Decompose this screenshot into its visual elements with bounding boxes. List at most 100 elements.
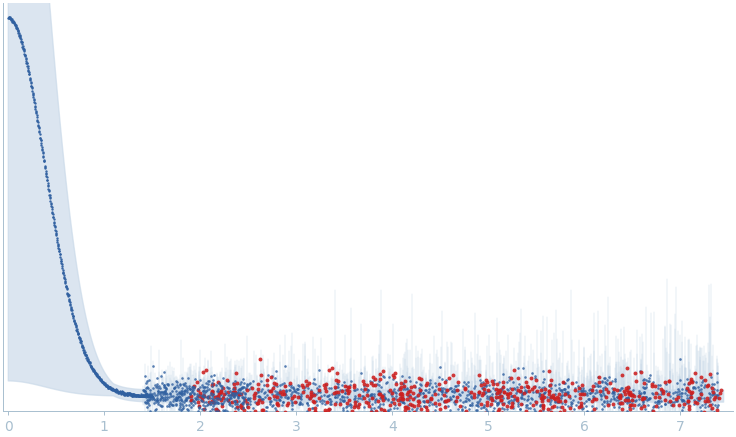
Point — [710, 394, 722, 401]
Point — [502, 398, 514, 405]
Point — [494, 392, 506, 399]
Point — [170, 396, 182, 403]
Point — [105, 385, 117, 392]
Point — [109, 387, 121, 394]
Point — [11, 24, 23, 31]
Point — [229, 404, 241, 411]
Point — [417, 397, 429, 404]
Point — [238, 400, 250, 407]
Point — [216, 394, 228, 401]
Point — [142, 392, 154, 399]
Point — [372, 403, 384, 410]
Point — [520, 408, 532, 415]
Point — [139, 388, 151, 395]
Point — [50, 229, 62, 236]
Point — [543, 391, 555, 398]
Point — [547, 392, 559, 399]
Point — [416, 409, 428, 416]
Point — [52, 244, 64, 251]
Point — [601, 380, 612, 387]
Point — [522, 384, 534, 391]
Point — [191, 396, 202, 403]
Point — [471, 393, 483, 400]
Point — [252, 388, 263, 395]
Point — [469, 383, 481, 390]
Point — [491, 381, 503, 388]
Point — [272, 392, 283, 399]
Point — [21, 59, 32, 66]
Point — [138, 392, 150, 399]
Point — [185, 386, 197, 393]
Point — [686, 388, 698, 395]
Point — [207, 387, 219, 394]
Point — [160, 389, 171, 396]
Point — [497, 395, 509, 402]
Point — [269, 382, 280, 389]
Point — [358, 404, 369, 411]
Point — [556, 404, 568, 411]
Point — [251, 399, 263, 406]
Point — [449, 397, 461, 404]
Point — [414, 389, 425, 396]
Point — [75, 338, 87, 345]
Point — [367, 394, 378, 401]
Point — [534, 389, 545, 396]
Point — [263, 387, 275, 394]
Point — [118, 389, 130, 396]
Point — [485, 401, 497, 408]
Point — [89, 370, 101, 377]
Point — [665, 401, 677, 408]
Point — [498, 389, 510, 396]
Point — [258, 382, 269, 388]
Point — [48, 216, 60, 223]
Point — [396, 373, 408, 380]
Point — [393, 384, 405, 391]
Point — [598, 374, 609, 381]
Point — [704, 410, 715, 417]
Point — [70, 321, 82, 328]
Point — [32, 117, 43, 124]
Point — [227, 392, 239, 399]
Point — [501, 403, 513, 410]
Point — [519, 387, 531, 394]
Point — [281, 401, 293, 408]
Point — [333, 391, 345, 398]
Point — [434, 387, 446, 394]
Point — [179, 387, 191, 394]
Point — [194, 389, 205, 396]
Point — [435, 394, 447, 401]
Point — [654, 397, 665, 404]
Point — [111, 388, 123, 395]
Point — [186, 383, 198, 390]
Point — [217, 393, 229, 400]
Point — [124, 390, 135, 397]
Point — [496, 400, 508, 407]
Point — [311, 402, 323, 409]
Point — [702, 382, 714, 388]
Point — [338, 397, 350, 404]
Point — [222, 377, 234, 384]
Point — [676, 407, 688, 414]
Point — [141, 390, 152, 397]
Point — [172, 393, 184, 400]
Point — [394, 397, 406, 404]
Point — [99, 380, 110, 387]
Point — [222, 384, 233, 391]
Point — [512, 383, 523, 390]
Point — [637, 394, 649, 401]
Point — [286, 385, 298, 392]
Point — [572, 388, 584, 395]
Point — [695, 391, 707, 398]
Point — [640, 393, 652, 400]
Point — [458, 378, 470, 385]
Point — [52, 239, 63, 246]
Point — [444, 385, 456, 392]
Point — [203, 398, 215, 405]
Point — [596, 378, 608, 385]
Point — [222, 391, 234, 398]
Point — [194, 392, 205, 399]
Point — [112, 388, 124, 395]
Point — [652, 398, 664, 405]
Point — [495, 387, 506, 394]
Point — [490, 393, 502, 400]
